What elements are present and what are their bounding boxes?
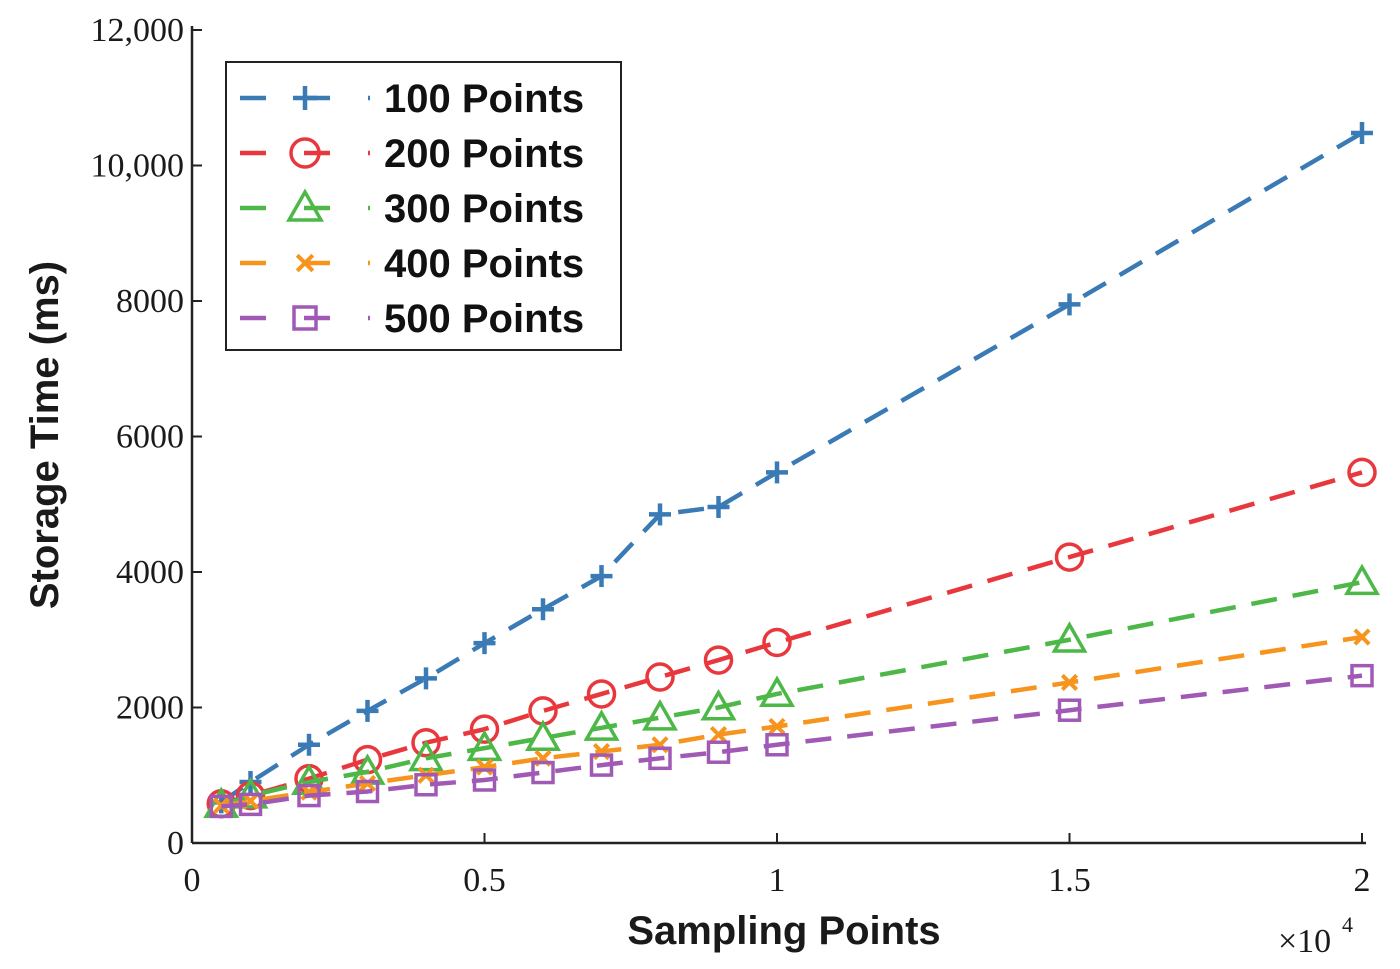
data-point — [1350, 663, 1374, 688]
data-point — [415, 667, 437, 690]
legend-item: 200 Points — [240, 132, 584, 176]
legend-label: 500 Points — [384, 297, 584, 341]
data-point — [414, 772, 438, 797]
y-ticks: 0 2000 4000 6000 8000 10,000 12,000 — [91, 12, 202, 862]
y-axis-title: Storage Time (ms) — [23, 261, 67, 609]
data-point — [358, 774, 377, 792]
series-1 — [210, 121, 1373, 814]
legend-label: 200 Points — [384, 132, 584, 176]
data-point — [583, 709, 620, 741]
series-group — [203, 121, 1381, 819]
legend-label: 100 Points — [384, 77, 584, 121]
data-point — [766, 461, 788, 484]
legend-item: 300 Points — [240, 187, 584, 231]
series-line — [221, 673, 1363, 809]
y-tick-label: 2000 — [116, 690, 184, 727]
data-point — [758, 675, 796, 707]
data-point — [641, 699, 679, 731]
legend-marker — [295, 253, 315, 273]
x-tick-label: 1 — [769, 862, 786, 899]
data-point — [298, 733, 320, 756]
legend-marker — [289, 137, 321, 169]
legend-marker — [292, 305, 318, 331]
data-point — [407, 739, 445, 772]
data-point — [645, 662, 675, 692]
series-line — [220, 579, 1363, 808]
data-point — [649, 503, 671, 526]
data-point — [238, 792, 263, 817]
legend-label: 300 Points — [384, 187, 584, 231]
data-point — [765, 733, 789, 757]
y-tick-label: 0 — [167, 825, 184, 862]
legend-item: 100 Points — [240, 77, 584, 121]
x-tick-label: 1.5 — [1048, 862, 1091, 899]
legend-label: 400 Points — [384, 242, 584, 286]
data-point — [709, 726, 728, 744]
data-point — [1057, 698, 1082, 722]
data-point — [524, 719, 562, 751]
series-line — [220, 470, 1363, 806]
data-point — [532, 598, 554, 621]
x-tick-label: 0.5 — [463, 862, 506, 899]
data-point — [706, 740, 731, 764]
data-point — [648, 746, 672, 771]
data-point — [1051, 621, 1088, 653]
data-point — [1058, 293, 1081, 316]
legend-marker — [293, 86, 317, 110]
y-tick-label: 10,000 — [91, 148, 185, 185]
x-multiplier-exponent: 4 — [1342, 912, 1353, 937]
series-line — [220, 634, 1363, 808]
legend: 100 Points 200 Points 300 Points 400 Points… — [225, 61, 622, 351]
legend-box — [225, 61, 622, 351]
legend-marker — [285, 188, 325, 222]
data-point — [590, 565, 613, 588]
data-point — [703, 645, 734, 675]
x-multiplier: ×10 4 — [1278, 912, 1353, 960]
y-tick-label: 6000 — [116, 419, 184, 456]
data-point — [473, 632, 496, 655]
data-point — [1353, 628, 1371, 646]
data-point — [475, 758, 494, 776]
data-point — [1347, 457, 1377, 488]
x-ticks: 0 0.5 1 1.5 2 — [184, 833, 1371, 899]
series-2 — [206, 457, 1377, 819]
data-point — [1054, 542, 1085, 572]
data-point — [355, 779, 380, 804]
data-point — [1060, 673, 1079, 691]
data-point — [209, 794, 233, 819]
data-point — [589, 753, 614, 777]
data-point — [297, 783, 321, 808]
x-tick-label: 0 — [184, 862, 201, 899]
data-point — [762, 627, 792, 658]
x-multiplier-base: ×10 — [1278, 923, 1331, 960]
data-point — [586, 679, 617, 709]
data-point — [768, 717, 786, 736]
series-3 — [203, 563, 1381, 819]
data-point — [1351, 121, 1373, 144]
x-axis-title: Sampling Points — [627, 909, 940, 953]
x-tick-label: 2 — [1354, 862, 1371, 899]
data-point — [472, 768, 497, 792]
data-point — [707, 495, 730, 518]
data-point — [356, 699, 379, 722]
data-point — [1343, 563, 1381, 596]
y-tick-label: 12,000 — [91, 12, 185, 49]
y-tick-label: 4000 — [116, 554, 184, 591]
data-point — [469, 714, 500, 744]
y-tick-label: 8000 — [116, 283, 184, 320]
data-point — [411, 727, 441, 758]
series-5 — [209, 663, 1374, 819]
data-point — [700, 688, 737, 721]
legend-item: 400 Points — [240, 242, 584, 286]
series-4 — [212, 628, 1371, 815]
data-point — [466, 729, 503, 762]
legend-item: 500 Points — [240, 297, 584, 341]
data-point — [531, 760, 555, 785]
